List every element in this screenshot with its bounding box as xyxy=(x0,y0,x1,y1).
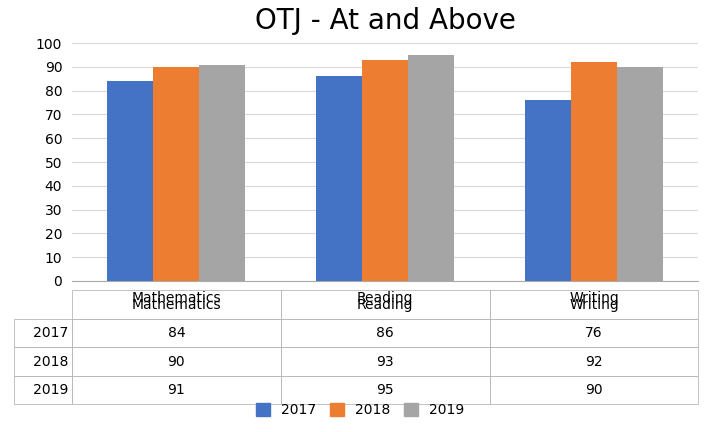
Bar xyxy=(153,67,199,281)
Bar xyxy=(362,60,408,281)
Bar xyxy=(617,67,663,281)
Legend: 2017, 2018, 2019: 2017, 2018, 2019 xyxy=(251,398,469,423)
Bar xyxy=(525,100,571,281)
Bar xyxy=(107,81,153,281)
Bar xyxy=(571,62,617,281)
Bar xyxy=(199,64,246,281)
Bar xyxy=(408,55,454,281)
Bar xyxy=(316,76,362,281)
Title: OTJ - At and Above: OTJ - At and Above xyxy=(255,7,516,35)
